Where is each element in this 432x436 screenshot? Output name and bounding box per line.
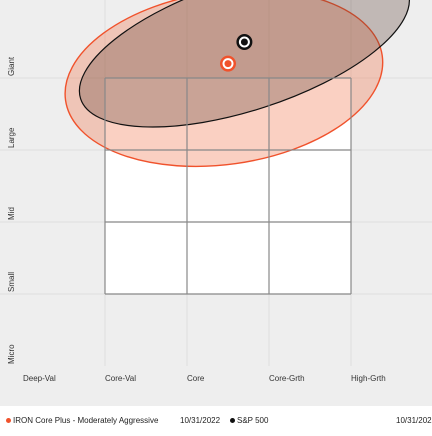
- legend-benchmark-marker: [230, 418, 235, 424]
- legend-fund-marker: [6, 418, 11, 424]
- y-tick-giant: Giant: [7, 56, 16, 76]
- x-tick-labels: Deep-Val Core-Val Core Core-Grth High-Grth: [23, 374, 386, 383]
- style-box-fill: [105, 78, 351, 294]
- legend-item-benchmark: S&P 500: [230, 416, 268, 425]
- style-box-grid: [104, 77, 352, 295]
- centroids: [220, 34, 253, 72]
- legend-benchmark-label: S&P 500: [237, 416, 269, 425]
- x-tick-core-val: Core-Val: [105, 374, 136, 383]
- centroid-fund-center: [224, 60, 232, 68]
- y-tick-mid: Mid: [7, 207, 16, 220]
- legend-fund-date: 10/31/2022: [180, 416, 221, 425]
- x-tick-deep-val: Deep-Val: [23, 374, 56, 383]
- legend-item-fund: IRON Core Plus - Moderately Aggressive: [6, 416, 158, 425]
- y-tick-micro: Micro: [7, 344, 16, 364]
- y-tick-labels: Micro Small Mid Large Giant: [7, 56, 16, 364]
- centroid-benchmark-center: [240, 38, 248, 46]
- legend-benchmark-date: 10/31/202: [396, 416, 432, 425]
- y-tick-small: Small: [7, 272, 16, 292]
- legend-fund-label: IRON Core Plus - Moderately Aggressive: [13, 416, 159, 425]
- x-tick-high-grth: High-Grth: [351, 374, 386, 383]
- x-tick-core: Core: [187, 374, 205, 383]
- style-box-background: [105, 78, 351, 294]
- y-tick-large: Large: [7, 127, 16, 148]
- x-tick-core-grth: Core-Grth: [269, 374, 305, 383]
- legend: IRON Core Plus - Moderately Aggressive 1…: [0, 416, 432, 430]
